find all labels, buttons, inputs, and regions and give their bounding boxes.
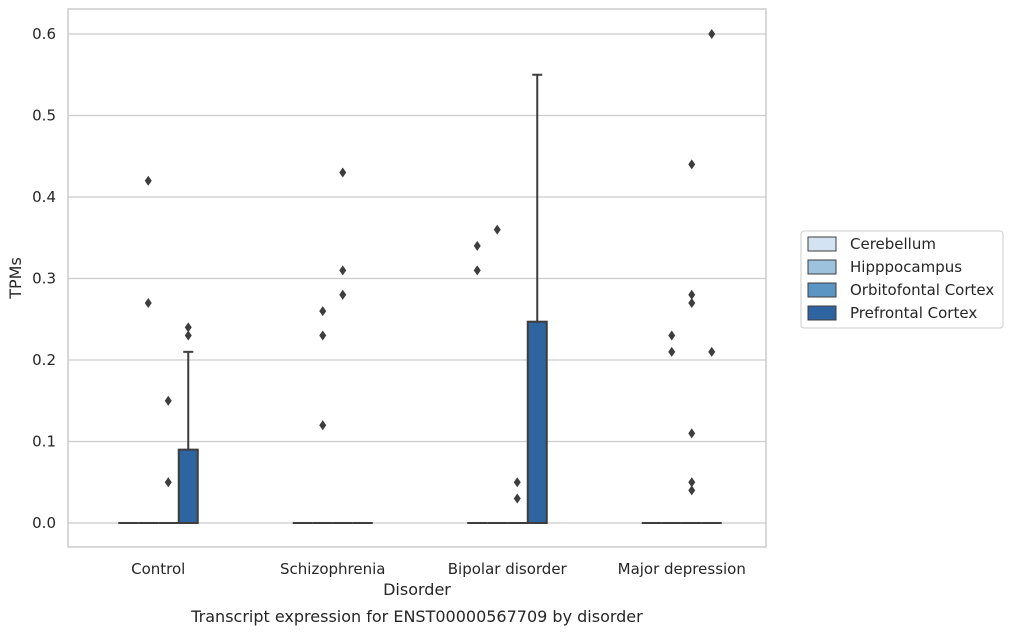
outlier-point <box>473 240 481 251</box>
outlier-points <box>144 29 716 504</box>
x-tick-label: Control <box>131 560 185 578</box>
outlier-point <box>688 477 696 488</box>
y-gridlines <box>68 33 766 524</box>
x-tick-label: Schizophrenia <box>280 560 385 578</box>
outlier-point <box>164 395 172 406</box>
y-tick-label: 0.0 <box>32 514 56 532</box>
y-tick-label: 0.3 <box>32 270 56 288</box>
chart-caption: Transcript expression for ENST0000056770… <box>190 607 643 626</box>
box-prefrontal-cortex-0 <box>177 350 199 524</box>
box-series <box>118 73 722 524</box>
y-tick-label: 0.4 <box>32 188 56 206</box>
legend-label: Hipppocampus <box>850 258 962 276</box>
y-tick-label: 0.2 <box>32 351 56 369</box>
outlier-point <box>319 420 327 431</box>
outlier-point <box>708 346 716 357</box>
x-tick-label: Major depression <box>618 560 746 578</box>
legend-item: Prefrontal Cortex <box>807 304 977 322</box>
legend-item: Orbitofontal Cortex <box>807 281 994 299</box>
outlier-point <box>493 224 501 235</box>
outlier-point <box>319 330 327 341</box>
box-body <box>177 448 199 524</box>
outlier-point <box>144 297 152 308</box>
outlier-point <box>688 485 696 496</box>
outlier-point <box>688 297 696 308</box>
outlier-point <box>668 330 676 341</box>
outlier-point <box>164 477 172 488</box>
outlier-point <box>668 346 676 357</box>
outlier-point <box>339 289 347 300</box>
y-tick-label: 0.5 <box>32 107 56 125</box>
y-axis-title: TPMs <box>6 257 25 300</box>
outlier-point <box>688 428 696 439</box>
legend-label: Prefrontal Cortex <box>850 304 977 322</box>
y-tick-label: 0.6 <box>32 25 56 43</box>
legend-swatch <box>807 282 837 298</box>
outlier-point <box>184 322 192 333</box>
legend-item: Hipppocampus <box>807 258 962 276</box>
legend-swatch <box>807 259 837 275</box>
legend-frame <box>800 230 1004 329</box>
x-axis-ticks: Control Schizophrenia Bipolar disorder Majo… <box>131 560 746 578</box>
y-axis-ticks: 0.0 0.1 0.2 0.3 0.4 0.5 0.6 <box>32 25 56 532</box>
legend-label: Orbitofontal Cortex <box>850 281 994 299</box>
outlier-point <box>513 477 521 488</box>
outlier-point <box>688 289 696 300</box>
legend-item: Cerebellum <box>807 235 936 253</box>
outlier-point <box>319 306 327 317</box>
legend-label: Cerebellum <box>850 235 936 253</box>
outlier-point <box>184 330 192 341</box>
outlier-point <box>144 175 152 186</box>
outlier-point <box>339 265 347 276</box>
outlier-point <box>339 167 347 178</box>
y-tick-label: 0.1 <box>32 433 56 451</box>
outlier-point <box>688 159 696 170</box>
legend: Cerebellum Hipppocampus Orbitofontal Corte… <box>800 230 1004 329</box>
legend-swatch <box>807 236 837 252</box>
outlier-point <box>708 29 716 39</box>
plot-area-frame <box>67 8 767 548</box>
x-tick-label: Bipolar disorder <box>448 560 568 578</box>
legend-swatch <box>807 305 837 321</box>
box-prefrontal-cortex-2 <box>526 73 548 524</box>
outlier-point <box>513 493 521 504</box>
x-axis-title: Disorder <box>383 580 451 599</box>
box-body <box>526 320 548 524</box>
outlier-point <box>473 265 481 276</box>
